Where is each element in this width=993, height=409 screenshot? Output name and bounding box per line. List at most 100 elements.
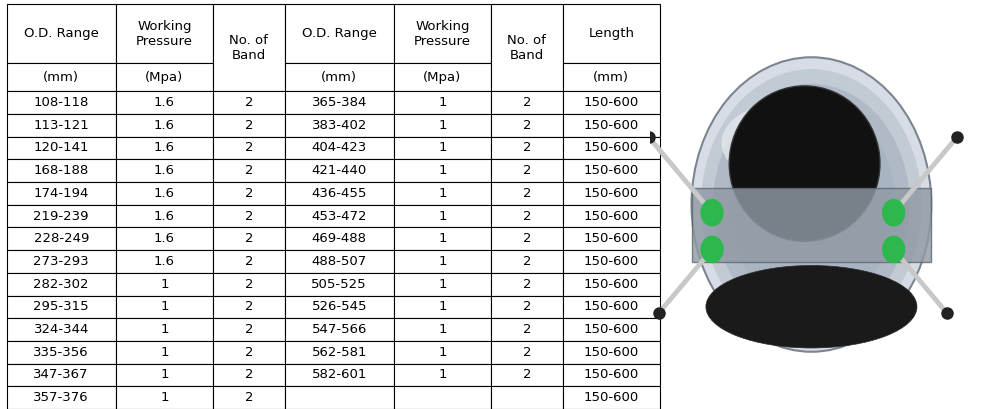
Text: 2: 2 — [244, 96, 253, 109]
Text: 1: 1 — [438, 323, 447, 336]
Bar — [116, 227, 213, 250]
Text: 108-118: 108-118 — [34, 96, 89, 109]
Bar — [394, 250, 492, 273]
Text: No. of
Band: No. of Band — [507, 34, 546, 62]
Bar — [116, 137, 213, 160]
Ellipse shape — [713, 84, 910, 325]
Text: 2: 2 — [244, 346, 253, 359]
Ellipse shape — [722, 102, 853, 184]
Bar — [285, 386, 394, 409]
Bar — [7, 182, 116, 205]
Text: 488-507: 488-507 — [312, 255, 366, 268]
Text: 150-600: 150-600 — [584, 164, 638, 177]
Text: 150-600: 150-600 — [584, 119, 638, 132]
Bar — [394, 160, 492, 182]
Text: 365-384: 365-384 — [312, 96, 366, 109]
Text: 453-472: 453-472 — [312, 209, 367, 222]
Text: 2: 2 — [522, 209, 531, 222]
Text: 150-600: 150-600 — [584, 369, 638, 382]
Text: 1: 1 — [438, 255, 447, 268]
Text: 2: 2 — [522, 142, 531, 155]
Text: Working
Pressure: Working Pressure — [136, 20, 193, 48]
Text: 150-600: 150-600 — [584, 346, 638, 359]
Ellipse shape — [706, 265, 917, 348]
Bar — [7, 137, 116, 160]
Text: 2: 2 — [522, 300, 531, 313]
Text: 150-600: 150-600 — [584, 142, 638, 155]
Bar — [285, 91, 394, 114]
Bar — [213, 4, 285, 91]
Text: 150-600: 150-600 — [584, 255, 638, 268]
Bar — [394, 182, 492, 205]
Text: (mm): (mm) — [321, 71, 357, 84]
Text: 2: 2 — [244, 391, 253, 404]
Bar — [116, 182, 213, 205]
Ellipse shape — [701, 69, 922, 340]
Text: 505-525: 505-525 — [312, 278, 367, 291]
Text: 1: 1 — [438, 209, 447, 222]
Circle shape — [883, 200, 905, 226]
Bar — [492, 4, 563, 91]
Text: 2: 2 — [522, 323, 531, 336]
Bar — [7, 160, 116, 182]
Bar — [285, 273, 394, 295]
Text: 421-440: 421-440 — [312, 164, 366, 177]
Bar — [116, 114, 213, 137]
Text: 2: 2 — [522, 369, 531, 382]
Text: O.D. Range: O.D. Range — [302, 27, 376, 40]
Bar — [563, 137, 660, 160]
Bar — [394, 341, 492, 364]
Bar — [492, 318, 563, 341]
Bar — [7, 63, 116, 91]
Text: 1: 1 — [438, 300, 447, 313]
Text: 2: 2 — [244, 278, 253, 291]
Bar — [394, 318, 492, 341]
Circle shape — [701, 236, 723, 263]
Bar — [492, 182, 563, 205]
Text: 2: 2 — [244, 142, 253, 155]
Ellipse shape — [691, 57, 931, 352]
Ellipse shape — [728, 101, 896, 308]
Text: 168-188: 168-188 — [34, 164, 88, 177]
Bar — [394, 4, 492, 63]
Bar — [285, 341, 394, 364]
Bar — [213, 318, 285, 341]
Bar — [563, 4, 660, 63]
Bar — [116, 318, 213, 341]
Text: 1: 1 — [160, 346, 169, 359]
Circle shape — [883, 236, 905, 263]
Bar — [563, 205, 660, 227]
Bar — [116, 250, 213, 273]
Text: 2: 2 — [522, 232, 531, 245]
Bar — [563, 341, 660, 364]
Bar — [394, 114, 492, 137]
Bar — [394, 227, 492, 250]
Text: 1.6: 1.6 — [154, 142, 175, 155]
Bar — [285, 114, 394, 137]
Bar — [213, 205, 285, 227]
Bar — [285, 63, 394, 91]
Text: 2: 2 — [244, 255, 253, 268]
Bar — [394, 63, 492, 91]
Bar — [394, 205, 492, 227]
Text: 1.6: 1.6 — [154, 164, 175, 177]
Text: 174-194: 174-194 — [34, 187, 89, 200]
Text: 2: 2 — [522, 278, 531, 291]
Bar — [394, 137, 492, 160]
Bar — [285, 364, 394, 386]
Bar — [213, 114, 285, 137]
Bar — [563, 250, 660, 273]
Bar — [285, 227, 394, 250]
Bar — [285, 250, 394, 273]
Text: 1: 1 — [438, 142, 447, 155]
Text: 2: 2 — [522, 255, 531, 268]
Text: 150-600: 150-600 — [584, 323, 638, 336]
Text: 1.6: 1.6 — [154, 232, 175, 245]
Bar — [116, 341, 213, 364]
Bar — [116, 63, 213, 91]
Bar — [285, 160, 394, 182]
Text: 1: 1 — [160, 391, 169, 404]
Ellipse shape — [729, 86, 880, 241]
Bar — [7, 273, 116, 295]
Text: 219-239: 219-239 — [34, 209, 89, 222]
